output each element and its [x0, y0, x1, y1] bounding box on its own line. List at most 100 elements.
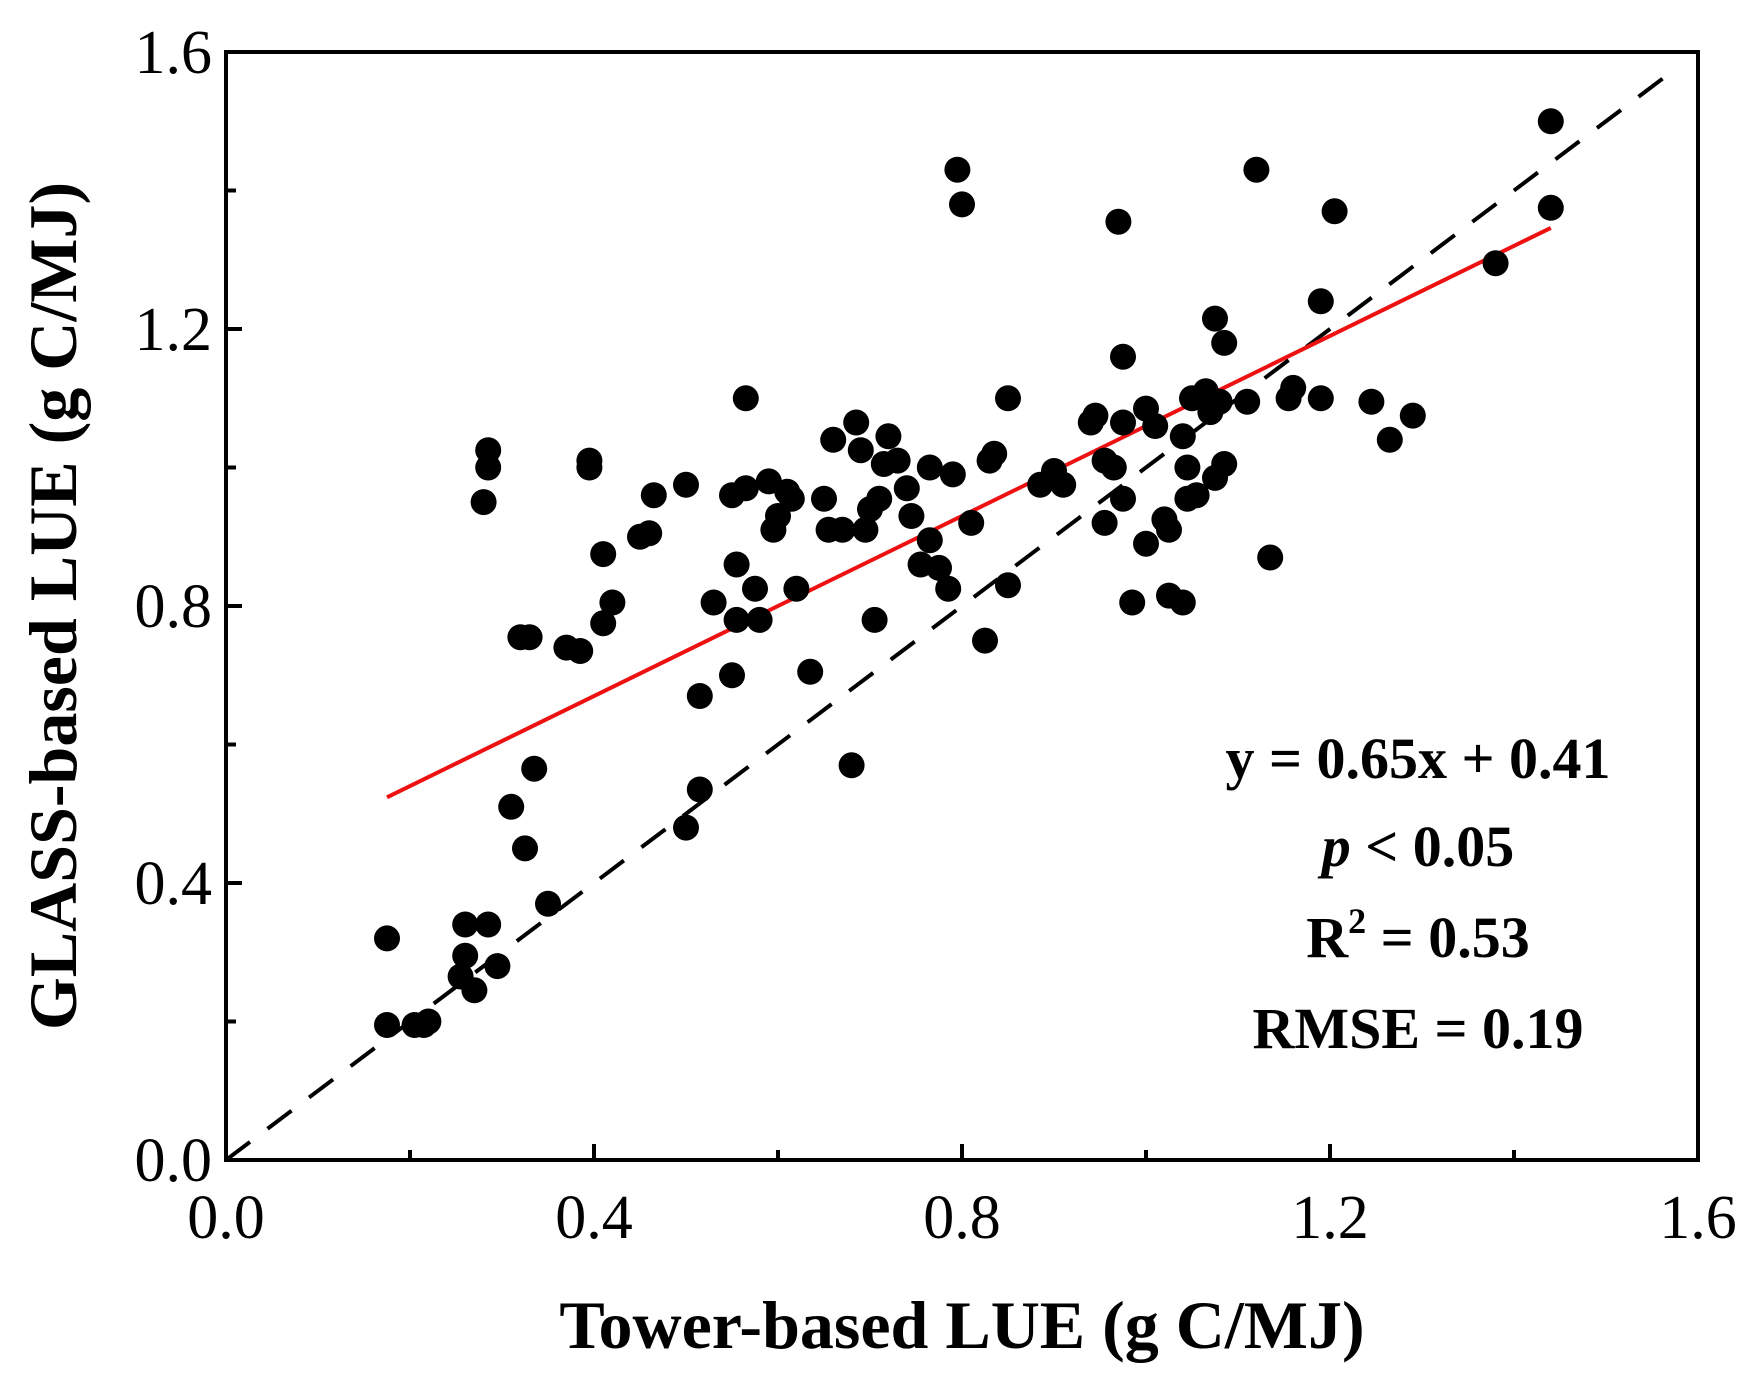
data-point	[732, 385, 759, 412]
data-point	[1399, 402, 1426, 429]
data-point	[843, 409, 870, 436]
data-point	[893, 475, 920, 502]
data-point	[719, 662, 745, 689]
data-point	[1211, 329, 1238, 356]
data-point	[1537, 194, 1564, 221]
r2-superscript: 2	[1348, 901, 1366, 941]
data-point	[521, 755, 548, 782]
data-point	[452, 911, 479, 938]
data-point	[1105, 208, 1132, 235]
data-point	[374, 1012, 400, 1038]
data-point	[916, 527, 943, 554]
data-point	[374, 925, 400, 952]
data-point	[1243, 156, 1270, 183]
data-point	[1133, 530, 1159, 557]
data-point	[512, 835, 538, 862]
data-point	[972, 627, 998, 654]
data-point	[590, 610, 617, 637]
data-point	[875, 423, 902, 450]
x-tick-label: 0.0	[187, 1184, 265, 1252]
data-point	[820, 426, 847, 453]
p-symbol: p	[1317, 814, 1351, 879]
data-point	[640, 482, 667, 509]
data-point	[484, 953, 511, 980]
data-point	[732, 475, 759, 502]
x-tick-label: 1.2	[1291, 1184, 1369, 1252]
data-point	[884, 447, 911, 474]
data-point	[516, 624, 543, 651]
data-point	[1358, 388, 1385, 415]
data-point	[778, 485, 805, 512]
data-point	[1183, 482, 1210, 509]
data-point	[838, 752, 865, 779]
p-value-text: < 0.05	[1351, 814, 1515, 879]
y-tick-label: 0.4	[135, 850, 213, 918]
regression-equation: y = 0.65x + 0.41	[1225, 726, 1610, 791]
data-point	[1537, 108, 1564, 135]
data-point	[576, 447, 603, 474]
data-point	[1307, 288, 1334, 315]
scatter-points	[374, 108, 1564, 1038]
data-point	[1050, 471, 1077, 498]
rmse: RMSE = 0.19	[1252, 996, 1583, 1061]
data-point	[1257, 544, 1284, 571]
data-point	[1307, 385, 1334, 412]
data-point	[1110, 343, 1136, 370]
data-point	[1280, 374, 1307, 401]
data-point	[590, 541, 617, 568]
data-point	[765, 503, 791, 529]
y-tick-label: 0.8	[135, 573, 213, 641]
data-point	[995, 385, 1021, 412]
data-point	[723, 606, 750, 633]
data-point	[475, 437, 502, 464]
data-point	[700, 589, 727, 616]
axis-ticks: 0.0 0.4 0.8 1.2 1.6 0.0 0.4 0.8 1.2 1.6	[135, 19, 1737, 1252]
x-tick-label: 0.4	[555, 1184, 633, 1252]
data-point	[1169, 589, 1196, 616]
data-point	[1110, 409, 1136, 436]
r2-base: R	[1306, 905, 1349, 970]
data-point	[898, 503, 925, 529]
data-point	[723, 551, 750, 578]
data-point	[797, 658, 824, 685]
data-point	[599, 589, 626, 616]
data-point	[1142, 413, 1169, 439]
x-tick-label: 0.8	[923, 1184, 1001, 1252]
data-point	[673, 814, 699, 841]
data-point	[742, 575, 768, 602]
data-point	[1206, 388, 1233, 415]
y-tick-label: 1.6	[135, 19, 213, 87]
data-point	[916, 454, 943, 481]
x-axis-title: Tower-based LUE (g C/MJ)	[559, 1287, 1364, 1363]
data-point	[470, 489, 497, 516]
data-point	[939, 461, 966, 488]
data-point	[498, 793, 525, 820]
data-point	[1376, 426, 1403, 453]
data-point	[567, 638, 594, 664]
data-point	[535, 890, 561, 917]
data-point	[1119, 589, 1146, 616]
data-point	[926, 554, 952, 581]
y-tick-label: 0.0	[135, 1127, 213, 1195]
data-point	[958, 509, 985, 536]
data-point	[686, 776, 713, 803]
p-value: p < 0.05	[1317, 814, 1515, 879]
data-point	[949, 191, 975, 218]
data-point	[1321, 198, 1348, 225]
y-axis-title: GLASS-based LUE (g C/MJ)	[15, 182, 91, 1030]
data-point	[452, 942, 479, 969]
r2-value: = 0.53	[1366, 905, 1530, 970]
one-to-one-reference-line	[224, 64, 1681, 1162]
data-point	[811, 485, 837, 512]
data-point	[1174, 454, 1201, 481]
data-point	[1211, 451, 1238, 477]
data-point	[829, 516, 856, 543]
data-point	[1082, 402, 1109, 429]
data-point	[861, 606, 888, 633]
data-point	[1100, 454, 1127, 481]
data-point	[1091, 509, 1118, 536]
data-point	[995, 572, 1021, 599]
data-point	[935, 575, 962, 602]
data-point	[1110, 485, 1136, 512]
